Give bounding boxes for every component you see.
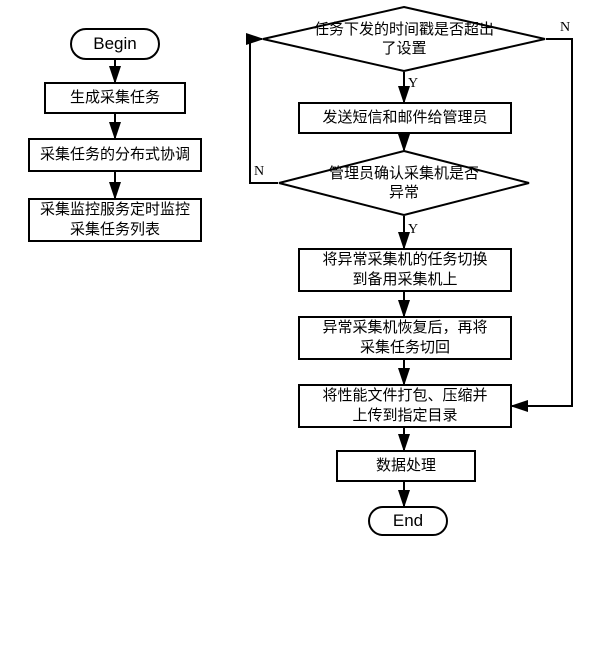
gen-task-process: 生成采集任务	[44, 82, 186, 114]
switch-label: 将异常采集机的任务切换到备用采集机上	[322, 250, 487, 291]
send-alert-label: 发送短信和邮件给管理员	[322, 108, 487, 128]
distribute-process: 采集任务的分布式协调	[28, 138, 202, 172]
decision1-diamond: 任务下发的时间戳是否超出了设置	[262, 6, 546, 72]
pack-process: 将性能文件打包、压缩并上传到指定目录	[298, 384, 512, 428]
recover-process: 异常采集机恢复后，再将采集任务切回	[298, 316, 512, 360]
send-alert-process: 发送短信和邮件给管理员	[298, 102, 512, 134]
process-data-label: 数据处理	[376, 456, 436, 476]
decision2-label: 管理员确认采集机是否异常	[329, 164, 479, 203]
recover-label: 异常采集机恢复后，再将采集任务切回	[322, 318, 487, 359]
flowchart-canvas: Begin 生成采集任务 采集任务的分布式协调 采集监控服务定时监控采集任务列表…	[0, 0, 602, 651]
pack-label: 将性能文件打包、压缩并上传到指定目录	[322, 386, 487, 427]
monitor-process: 采集监控服务定时监控采集任务列表	[28, 198, 202, 242]
switch-process: 将异常采集机的任务切换到备用采集机上	[298, 248, 512, 292]
begin-label: Begin	[93, 34, 136, 54]
decision2-diamond: 管理员确认采集机是否异常	[278, 150, 530, 216]
end-label: End	[393, 511, 423, 531]
end-terminator: End	[368, 506, 448, 536]
monitor-label: 采集监控服务定时监控采集任务列表	[34, 200, 196, 241]
gen-task-label: 生成采集任务	[70, 88, 160, 108]
process-data-process: 数据处理	[336, 450, 476, 482]
decision1-label: 任务下发的时间戳是否超出了设置	[314, 20, 494, 59]
begin-terminator: Begin	[70, 28, 160, 60]
distribute-label: 采集任务的分布式协调	[40, 145, 190, 165]
